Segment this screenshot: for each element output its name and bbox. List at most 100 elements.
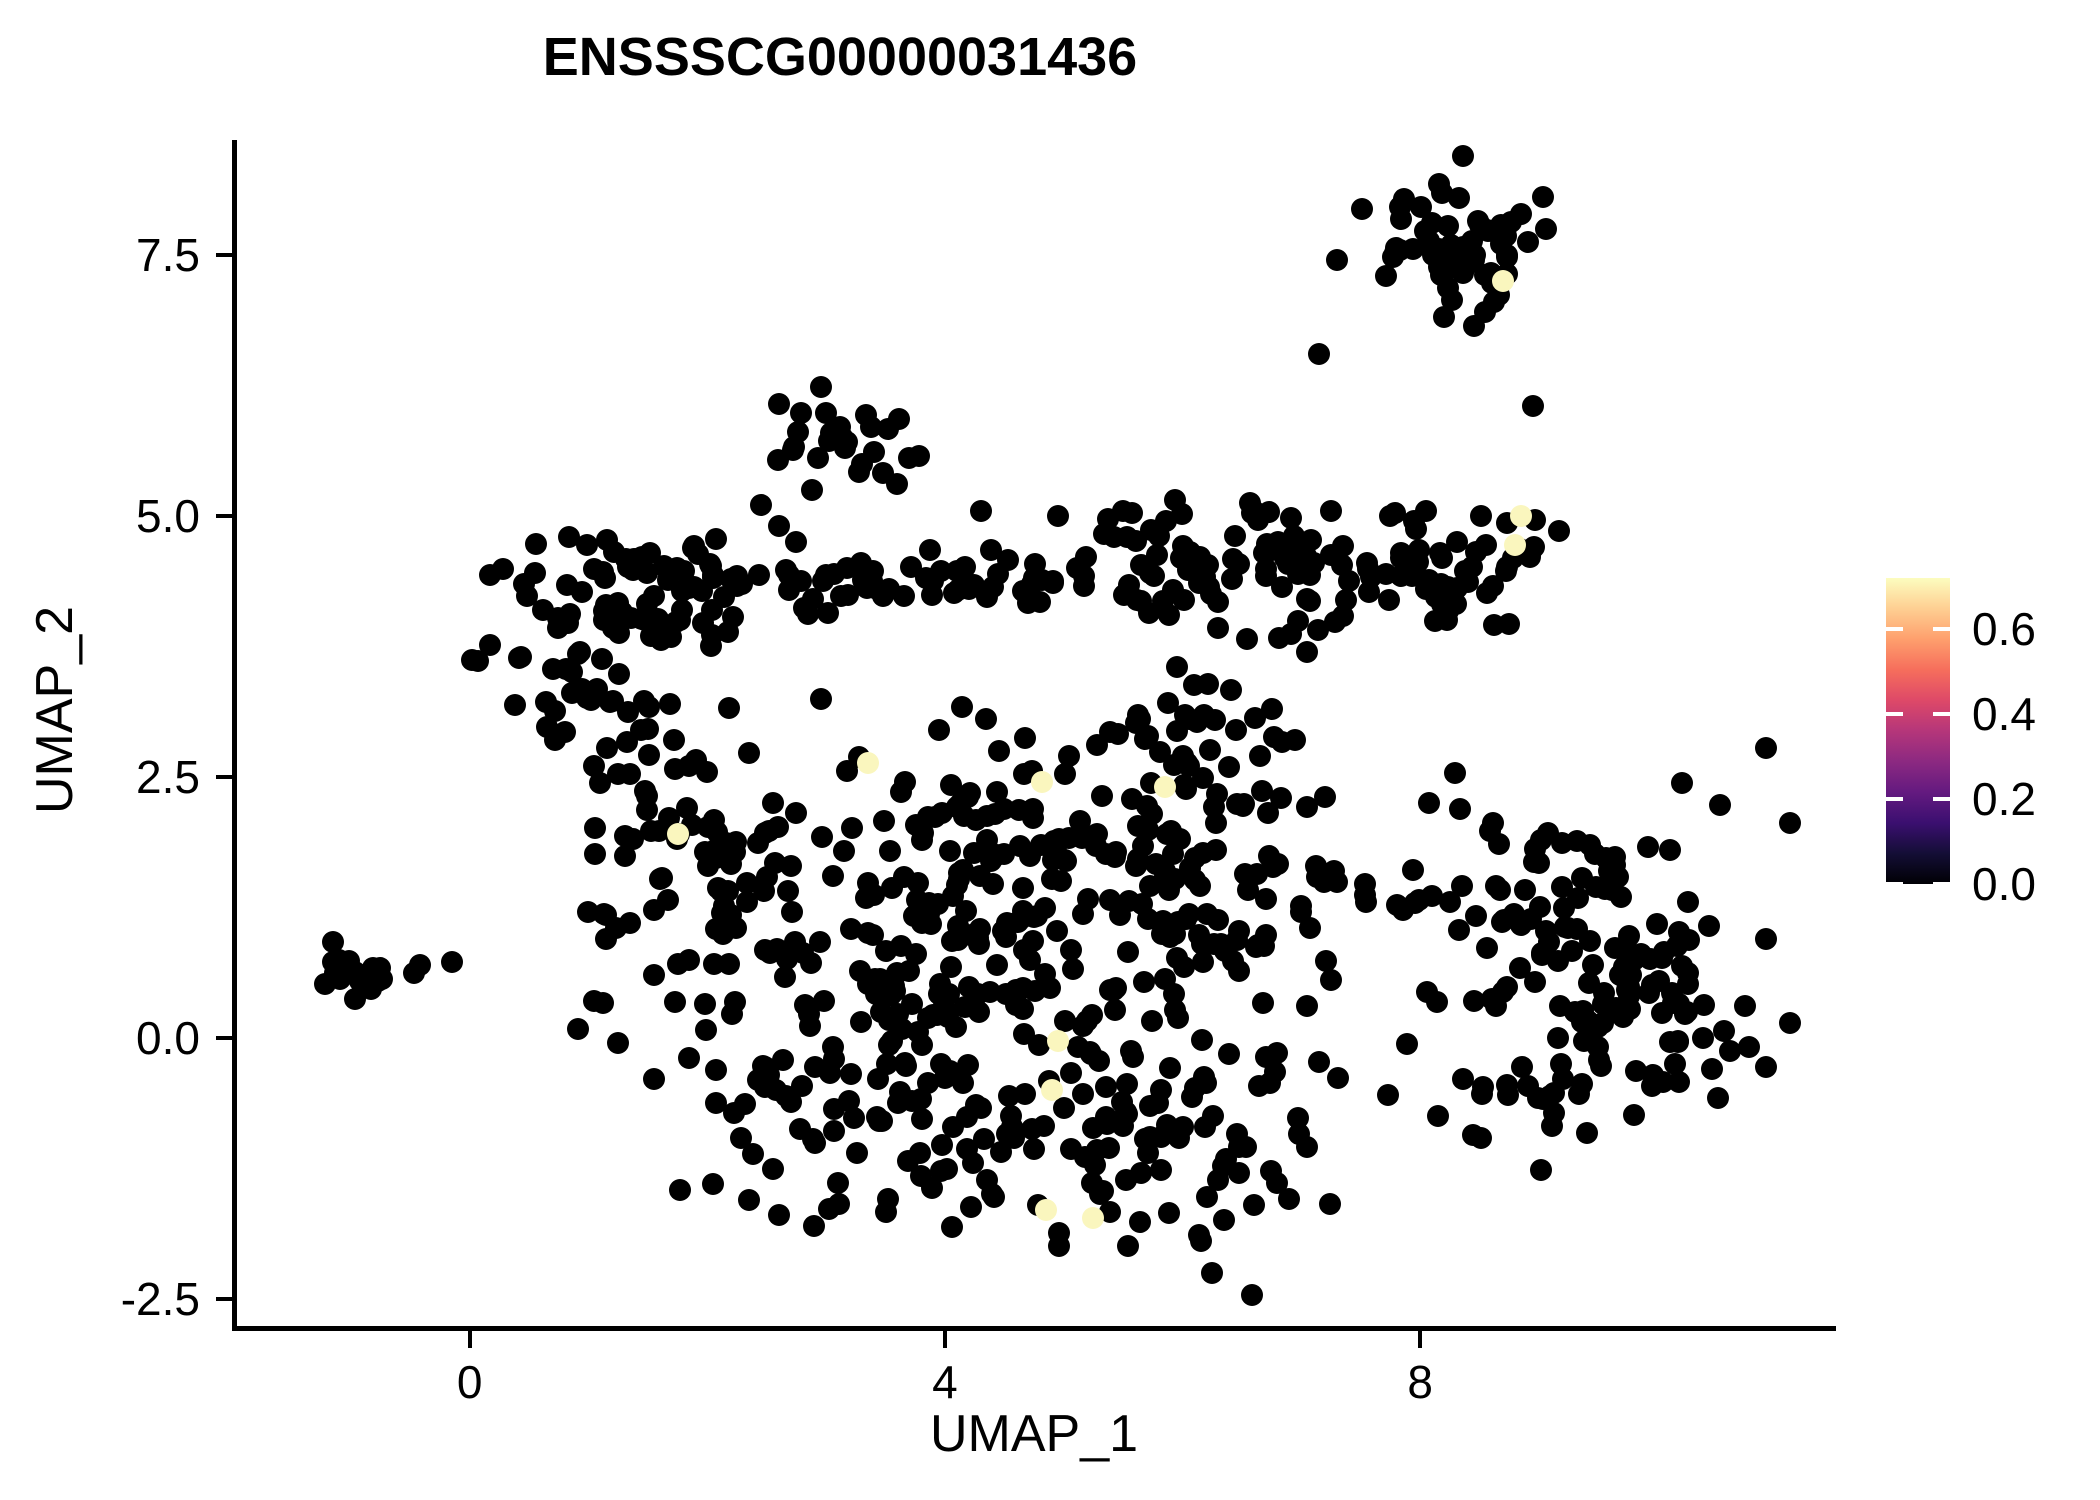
scatter-point <box>636 798 659 821</box>
scatter-point <box>877 1187 900 1210</box>
scatter-point <box>1673 1002 1696 1025</box>
scatter-point <box>1186 711 1209 734</box>
scatter-point <box>1692 993 1715 1016</box>
scatter-point <box>1152 910 1175 933</box>
scatter-point <box>1524 838 1547 861</box>
scatter-point <box>1028 1034 1051 1057</box>
scatter-point-highlighted <box>1031 770 1054 793</box>
scatter-point <box>1604 937 1627 960</box>
scatter-point <box>1240 1284 1263 1307</box>
scatter-point <box>1174 546 1197 569</box>
scatter-point <box>1304 854 1327 877</box>
scatter-point <box>860 416 883 439</box>
scatter-point <box>1733 995 1756 1018</box>
scatter-point <box>953 805 976 828</box>
scatter-point <box>1550 876 1573 899</box>
scatter-point <box>591 648 614 671</box>
scatter-point <box>1283 525 1306 548</box>
y-tick-mark <box>216 774 232 779</box>
scatter-point <box>509 646 532 669</box>
scatter-point <box>1706 1086 1729 1109</box>
scatter-point <box>1226 1123 1249 1146</box>
scatter-point <box>1617 975 1640 998</box>
scatter-point <box>1418 792 1441 815</box>
scatter-point <box>762 1157 785 1180</box>
scatter-point <box>1295 640 1318 663</box>
scatter-point <box>343 960 366 983</box>
scatter-point <box>808 930 831 953</box>
y-tick-label: 7.5 <box>136 228 200 281</box>
scatter-point <box>1116 526 1139 549</box>
scatter-point <box>712 880 735 903</box>
scatter-point <box>899 556 922 579</box>
scatter-point <box>695 1018 718 1041</box>
scatter-point <box>987 739 1010 762</box>
scatter-point <box>856 872 879 895</box>
scatter-point <box>1140 1010 1163 1033</box>
scatter-point <box>723 991 746 1014</box>
scatter-point <box>1547 1026 1570 1049</box>
scatter-point <box>1164 489 1187 512</box>
scatter-point <box>791 1075 814 1098</box>
scatter-point <box>722 605 745 628</box>
scatter-point <box>1676 973 1699 996</box>
scatter-point <box>1207 1169 1230 1192</box>
scatter-point <box>602 605 625 628</box>
scatter-point <box>532 598 555 621</box>
scatter-point <box>1264 1060 1287 1083</box>
scatter-point <box>775 1085 798 1108</box>
scatter-point <box>1473 263 1496 286</box>
scatter-point <box>876 418 899 441</box>
scatter-point <box>554 657 577 680</box>
x-tick-label: 4 <box>932 1356 958 1408</box>
scatter-point <box>702 1172 725 1195</box>
scatter-point <box>1482 290 1505 313</box>
scatter-point <box>1284 729 1307 752</box>
scatter-point <box>1420 884 1443 907</box>
scatter-point <box>893 770 916 793</box>
scatter-point <box>822 1120 845 1143</box>
scatter-point <box>1192 766 1215 789</box>
scatter-point <box>589 771 612 794</box>
scatter-point <box>1425 582 1448 605</box>
scatter-point <box>1573 1030 1596 1053</box>
scatter-point <box>886 961 909 984</box>
scatter-point <box>677 948 700 971</box>
scatter-point <box>1180 1086 1203 1109</box>
scatter-point <box>1464 904 1487 927</box>
scatter-point <box>931 802 954 825</box>
scatter-point <box>1233 862 1256 885</box>
scatter-point <box>1197 673 1220 696</box>
scatter-point <box>841 817 864 840</box>
scatter-point <box>1112 445 1134 467</box>
scatter-point <box>1516 1075 1539 1098</box>
scatter-point <box>1053 1097 1076 1120</box>
scatter-point <box>939 956 962 979</box>
scatter-point <box>1384 237 1407 260</box>
scatter-point <box>1053 762 1076 785</box>
scatter-point <box>1099 979 1121 1002</box>
scatter-point <box>777 579 800 602</box>
scatter-point <box>1226 792 1249 815</box>
x-tick-label: 8 <box>1407 1356 1433 1408</box>
scatter-point <box>839 1062 862 1085</box>
scatter-point <box>1022 806 1045 829</box>
scatter-point-highlighted <box>856 752 879 775</box>
scatter-point <box>772 1048 795 1071</box>
scatter-point <box>1020 573 1043 596</box>
scatter-point <box>1242 499 1265 522</box>
scatter-point <box>1435 608 1458 631</box>
scatter-point-highlighted <box>1082 1207 1105 1230</box>
scatter-point <box>1677 891 1700 914</box>
scatter-point <box>1251 991 1274 1014</box>
scatter-point <box>690 579 713 602</box>
scatter-point <box>1437 215 1460 238</box>
colorbar-tick-mark <box>1886 627 1903 631</box>
scatter-point <box>1206 782 1229 805</box>
x-tick-label: 0 <box>456 1356 483 1408</box>
scatter-point <box>1484 875 1507 898</box>
scatter-point <box>1094 1106 1117 1129</box>
scatter-point <box>368 956 391 979</box>
scatter-point <box>1013 1083 1036 1106</box>
scatter-point <box>575 686 598 709</box>
